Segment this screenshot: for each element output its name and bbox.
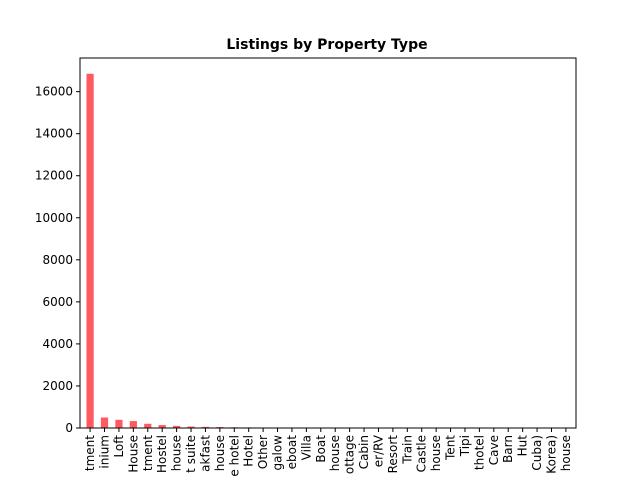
y-tick-label-2: 4000 (42, 337, 73, 351)
x-axis: tment inium Loft House tment Hostel house t sui… (83, 428, 573, 477)
x-tick-label-23: Castle (415, 435, 429, 472)
x-tick-label-5: Hostel (155, 435, 169, 473)
x-tick-label-20: er/RV (371, 434, 385, 467)
x-tick-label-16: Boat (314, 435, 328, 463)
bar-6 (173, 425, 181, 428)
bar-4 (144, 423, 152, 428)
x-tick-label-21: Resort (386, 435, 400, 474)
x-tick-label-15: Villa (299, 435, 313, 460)
bar-0 (86, 73, 94, 429)
x-tick-label-9: house (213, 435, 227, 471)
x-tick-label-14: eboat (285, 435, 299, 470)
x-tick-label-12: Other (256, 435, 270, 469)
x-tick-label-1: inium (98, 435, 112, 469)
x-tick-label-13: galow (271, 435, 285, 471)
x-tick-label-11: Hotel (242, 435, 256, 467)
x-tick-label-27: thotel (472, 435, 486, 470)
x-tick-label-3: House (126, 435, 140, 473)
x-tick-label-33: house (559, 435, 573, 471)
x-tick-label-7: t suite (184, 435, 198, 473)
x-tick-label-18: ottage (343, 435, 357, 474)
x-tick-label-29: Barn (501, 435, 515, 463)
y-tick-label-0: 0 (65, 421, 73, 435)
x-tick-label-25: Tent (444, 435, 458, 461)
y-axis: 0 2000 4000 6000 8000 10000 12000 14000 16000 (35, 85, 80, 435)
y-tick-label-5: 10000 (35, 211, 73, 225)
y-tick-label-4: 8000 (42, 253, 73, 267)
x-tick-label-4: tment (141, 435, 155, 471)
bar-1 (100, 417, 109, 428)
x-tick-label-24: house (429, 435, 443, 471)
y-tick-label-8: 16000 (35, 85, 73, 99)
bar-2 (115, 419, 123, 428)
y-tick-label-7: 14000 (35, 127, 73, 141)
bar-3 (129, 421, 137, 428)
x-tick-label-8: akfast (198, 435, 212, 472)
bar-8 (201, 426, 210, 428)
chart-title: Listings by Property Type (226, 37, 427, 53)
x-tick-label-19: Cabin (357, 435, 371, 469)
x-tick-label-17: house (328, 435, 342, 471)
x-tick-label-31: Cuba) (530, 435, 544, 471)
bars-group (86, 73, 570, 429)
x-tick-label-26: Tipi (458, 435, 472, 457)
bar-5 (158, 425, 166, 428)
x-tick-label-28: Cave (487, 435, 501, 465)
y-tick-label-1: 2000 (42, 379, 73, 393)
x-tick-label-2: Loft (112, 435, 126, 458)
x-tick-label-30: Hut (516, 435, 530, 457)
x-tick-label-6: house (170, 435, 184, 471)
x-tick-label-32: Korea) (544, 435, 558, 474)
bar-7 (187, 426, 195, 428)
y-tick-label-3: 6000 (42, 295, 73, 309)
x-tick-label-0: tment (83, 435, 97, 471)
plot-frame (79, 57, 577, 429)
y-tick-label-6: 12000 (35, 169, 73, 183)
x-tick-label-10: e hotel (227, 435, 241, 477)
x-tick-label-22: Train (400, 435, 414, 465)
